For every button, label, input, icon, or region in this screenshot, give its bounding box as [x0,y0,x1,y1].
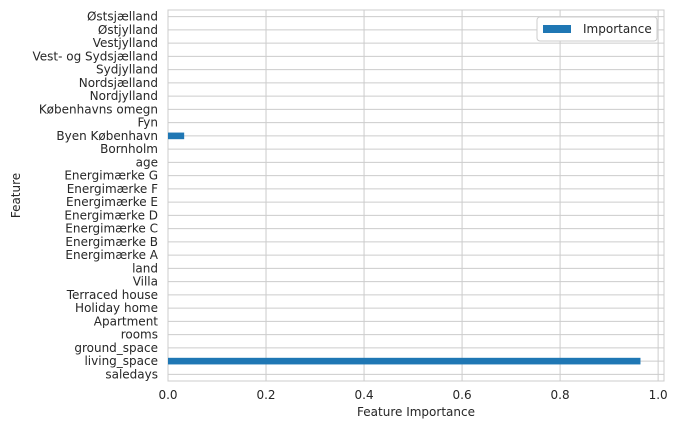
x-tick-label: 0.2 [256,388,275,402]
y-tick-label: Sydjylland [96,63,158,77]
y-tick-label: Bornholm [100,142,158,156]
legend-swatch [543,25,571,33]
y-tick-label: rooms [121,328,158,342]
y-tick-label: Nordjylland [90,89,158,103]
y-tick-label: age [136,155,158,169]
y-tick-label: Østsjælland [87,10,158,24]
y-tick-label: living_space [84,354,158,368]
y-tick-label: saledays [105,367,158,381]
x-tick-label: 1.0 [649,388,668,402]
y-axis-label: Feature [9,173,23,218]
y-tick-label: Energimærke E [66,195,158,209]
y-tick-label: Energimærke G [64,169,158,183]
legend: Importance [536,16,658,42]
y-tick-label: Vest- og Sydsjælland [33,49,158,63]
x-tick-labels: 0.0 0.2 0.4 0.6 0.8 1.0 [158,388,667,402]
bar-layer [168,132,641,365]
x-tick-label: 0.8 [551,388,570,402]
y-tick-label: Energimærke F [67,182,158,196]
y-tick-label: Energimærke B [65,235,158,249]
y-tick-label: Energimærke D [64,208,158,222]
x-tick-label: 0.4 [355,388,374,402]
y-tick-label: Energimærke A [65,248,158,262]
y-tick-label: land [132,261,158,275]
y-tick-label: Københavns omegn [39,102,158,116]
x-axis-label: Feature Importance [357,405,475,419]
y-tick-label: Energimærke C [65,222,158,236]
y-tick-label: ground_space [74,341,158,355]
y-tick-label: Villa [133,275,158,289]
legend-box [536,16,658,42]
y-tick-label: Byen København [56,129,158,143]
y-tick-label: Vestjylland [93,36,158,50]
y-tick-labels: saledaysliving_spaceground_spaceroomsApa… [33,10,159,382]
x-tick-label: 0.6 [453,388,472,402]
grid-layer [167,9,665,382]
y-tick-label: Holiday home [75,301,158,315]
y-tick-label: Fyn [137,116,158,130]
y-tick-label: Nordsjælland [79,76,158,90]
y-tick-label: Østjylland [98,23,158,37]
bar [168,357,641,365]
legend-label: Importance [583,22,652,36]
y-tick-label: Apartment [94,314,158,328]
bar [168,132,185,140]
y-tick-label: Terraced house [66,288,158,302]
x-tick-label: 0.0 [158,388,177,402]
plot-area [168,10,664,381]
